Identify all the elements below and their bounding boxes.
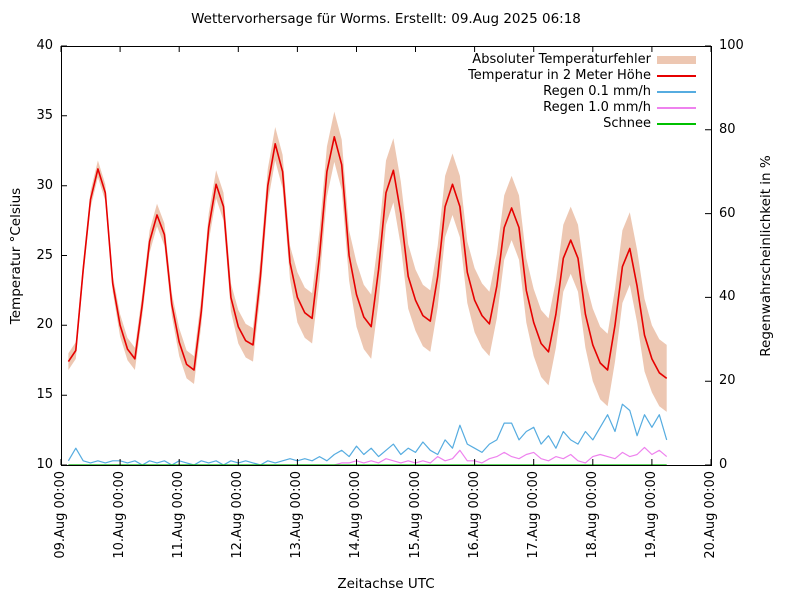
y2-axis-tick-label: 40 xyxy=(719,289,736,305)
legend-label: Regen 0.1 mm/h xyxy=(543,84,651,99)
x-axis-tick-label: 11.Aug 00:00 xyxy=(171,471,187,559)
y-axis-tick-label: 20 xyxy=(36,317,53,333)
series-regen-0-1-mm-h xyxy=(67,403,668,466)
legend-label: Absoluter Temperaturfehler xyxy=(472,52,651,67)
x-axis-tick-label: 16.Aug 00:00 xyxy=(466,471,482,559)
y2-axis-tick-label: 60 xyxy=(719,205,736,221)
x-axis-tick-label: 12.Aug 00:00 xyxy=(230,471,246,559)
legend-line-swatch xyxy=(657,123,696,125)
axis-ticks xyxy=(60,45,712,466)
legend-line-swatch xyxy=(657,91,696,93)
y-axis-tick-label: 10 xyxy=(36,457,53,472)
legend-label: Schnee xyxy=(603,116,651,131)
y2-axis-tick-label: 100 xyxy=(719,38,744,53)
series-temperatur-in-2-meter-h-he xyxy=(67,136,668,380)
x-axis-tick-label: 17.Aug 00:00 xyxy=(525,471,541,559)
x-axis-tick-label: 13.Aug 00:00 xyxy=(289,471,305,559)
y2-axis-tick-label: 0 xyxy=(719,457,728,472)
series-temperature-error-band xyxy=(68,111,667,412)
chart-title: Wettervorhersage für Worms. Erstellt: 09… xyxy=(191,11,581,27)
y-axis-tick-label: 15 xyxy=(36,387,53,403)
x-axis-tick-label: 14.Aug 00:00 xyxy=(348,471,364,559)
y2-axis-tick-label: 80 xyxy=(719,121,736,137)
y-axis-tick-label: 30 xyxy=(36,177,53,193)
legend-line-swatch xyxy=(657,107,696,109)
x-axis-tick-label: 15.Aug 00:00 xyxy=(407,471,423,559)
legend-label: Regen 1.0 mm/h xyxy=(543,100,651,115)
x-axis-tick-label: 18.Aug 00:00 xyxy=(584,471,600,559)
legend-line-swatch xyxy=(657,75,696,77)
y-axis-tick-label: 25 xyxy=(36,247,53,263)
y-axis-tick-label: 35 xyxy=(36,107,53,123)
x-axis-tick-label: 10.Aug 00:00 xyxy=(112,471,128,559)
x-axis-tick-label: 20.Aug 00:00 xyxy=(703,471,718,559)
x-axis-label: Zeitachse UTC xyxy=(337,576,435,592)
y2-axis-tick-label: 20 xyxy=(719,373,736,389)
y-axis-tick-label: 40 xyxy=(36,38,53,53)
x-axis-tick-label: 19.Aug 00:00 xyxy=(643,471,659,559)
legend-band-swatch xyxy=(657,56,696,64)
legend-label: Temperatur in 2 Meter Höhe xyxy=(468,68,651,83)
x-axis-tick-label: 09.Aug 00:00 xyxy=(53,471,68,559)
